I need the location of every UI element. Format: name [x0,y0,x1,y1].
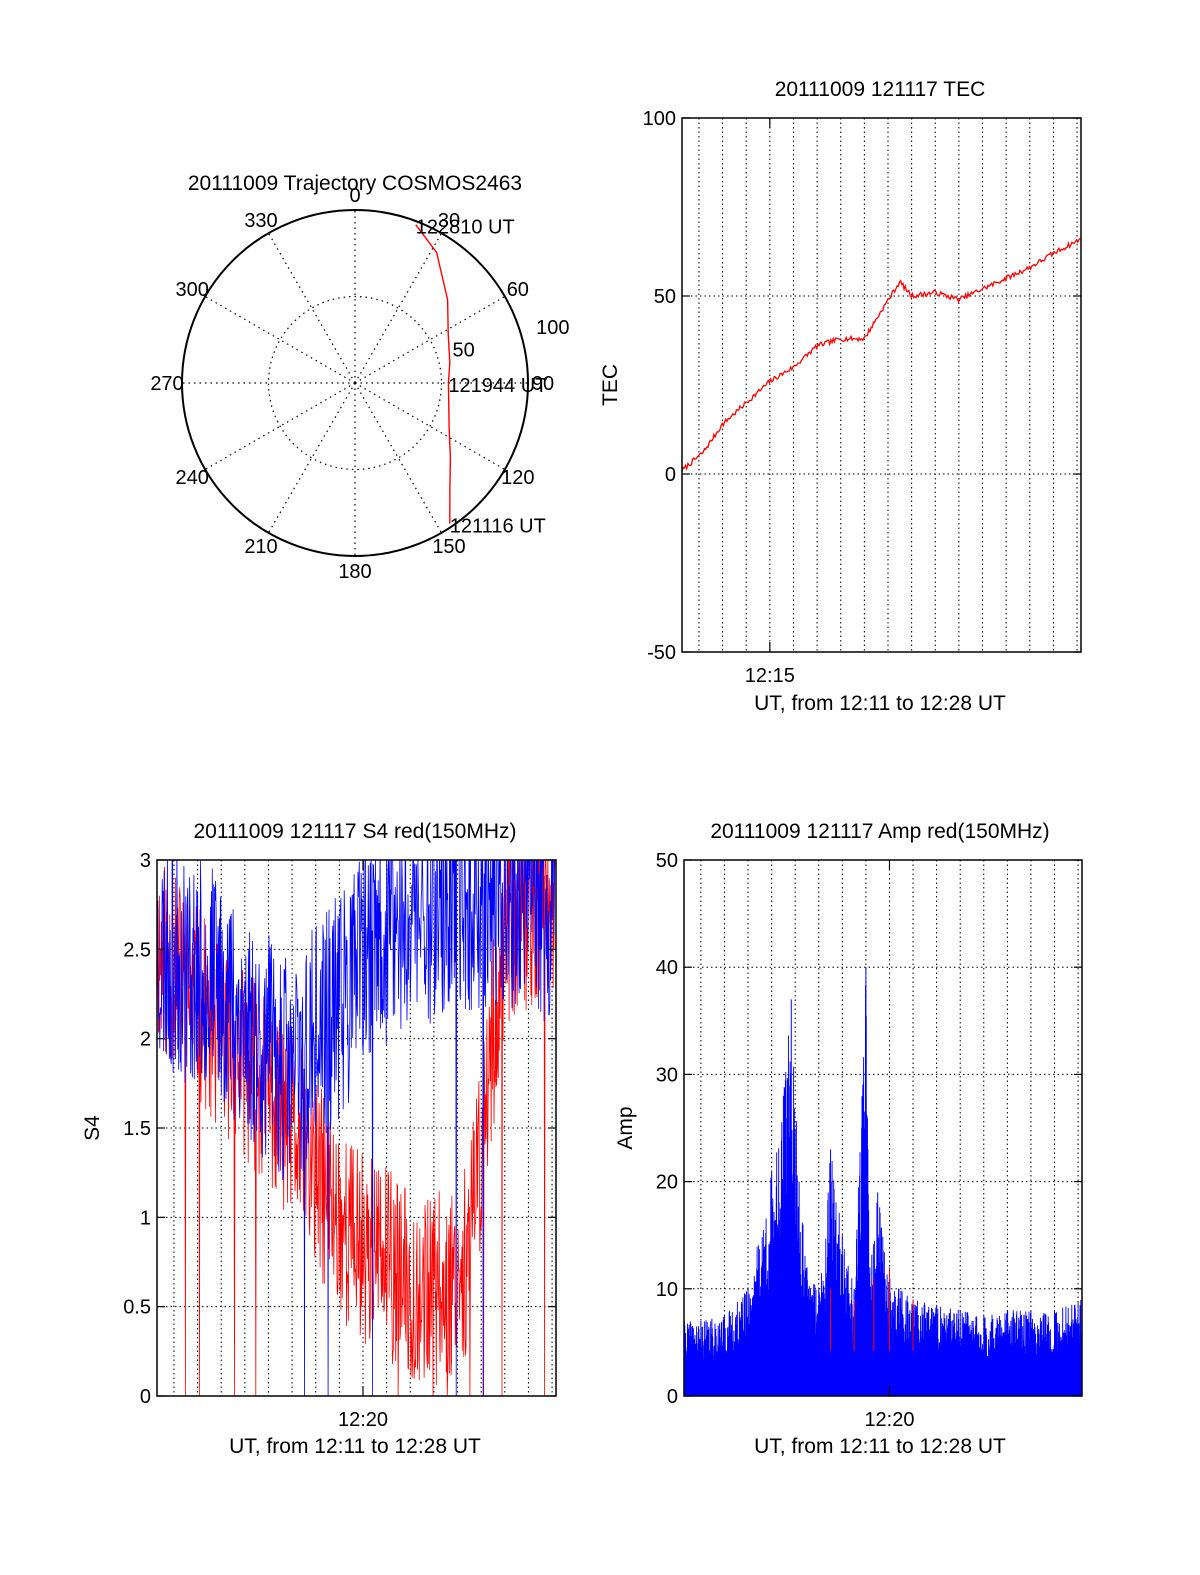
s4-xtick-label: 12:20 [338,1409,388,1431]
s4-ytick-label: 2 [140,1029,151,1051]
tec-title: 20111009 121117 TEC [775,78,986,101]
polar-angle-label: 0 [349,185,360,207]
polar-spoke [204,295,356,384]
s4-title: 20111009 121117 S4 red(150MHz) [194,820,517,843]
polar-angle-labels: 0 30 60 90 120 150 180 210 240 270 300 330 [150,185,554,583]
s4-series-group [157,860,556,1396]
s4-ytick-label: 1.5 [123,1118,151,1140]
s4-ylabel: S4 [81,1115,104,1141]
amp-title: 20111009 121117 Amp red(150MHz) [710,820,1049,843]
s4-ytick-label: 2.5 [123,939,151,961]
s4-plot-body: 0 0.5 1 1.5 2 2.5 3 12:20 [123,850,557,1431]
polar-spoke [354,295,506,384]
polar-grid [181,209,529,557]
amp-plot: 20111009 121117 Amp red(150MHz) Amp UT, … [614,820,1083,1458]
s4-plot: 20111009 121117 S4 red(150MHz) S4 UT, fr… [81,820,557,1458]
trajectory-time-label: 121116 UT [450,516,546,538]
polar-spoke [267,382,356,534]
tec-ytick-label: 50 [654,286,676,308]
trajectory-time-label: 122810 UT [416,217,515,239]
tec-plot-body: -50 0 50 100 12:15 [643,108,1082,687]
tec-xlabel: UT, from 12:11 to 12:28 UT [754,692,1006,715]
polar-angle-label: 330 [244,210,277,232]
polar-spoke [354,382,506,471]
polar-spoke [354,232,443,384]
polar-angle-label: 60 [507,279,529,301]
polar-angle-label: 240 [175,467,208,489]
polar-angle-label: 210 [244,536,277,558]
tec-line [681,237,1081,472]
polar-title: 20111009 Trajectory COSMOS2463 [188,172,522,195]
polar-angle-label: 90 [532,373,554,395]
polar-outer-circle [181,209,529,557]
polar-series [415,224,452,524]
polar-radial-label: 50 [453,340,475,362]
tec-xtick-label: 12:15 [745,665,795,687]
tec-ytick-label: -50 [647,642,676,664]
amp-ytick-label: 10 [656,1279,678,1301]
s4-blue-line [157,860,556,1396]
s4-ytick-label: 1 [140,1207,151,1229]
amp-axes-frame [683,859,1083,1397]
tec-axes-frame [681,117,1082,653]
amp-ytick-label: 0 [667,1386,678,1408]
polar-angle-label: 120 [501,467,534,489]
polar-angle-label: 180 [338,561,371,583]
polar-angle-label: 270 [150,373,183,395]
tec-ytick-label: 100 [643,108,676,130]
trajectory-line [415,224,452,524]
amp-xtick-label: 12:20 [864,1409,914,1431]
amp-xlabel: UT, from 12:11 to 12:28 UT [754,1435,1006,1458]
s4-xlabel: UT, from 12:11 to 12:28 UT [229,1435,481,1458]
polar-radial-labels: 50 100 [453,317,570,361]
polar-spoke [354,382,443,534]
polar-spoke [267,232,356,384]
polar-angle-label: 300 [175,279,208,301]
amp-ytick-label: 50 [656,850,678,872]
trajectory-time-label: 121944 UT [448,375,547,397]
polar-spoke [204,382,356,471]
amp-ytick-label: 20 [656,1172,678,1194]
polar-radial-label: 100 [536,317,569,339]
amp-ytick-label: 40 [656,957,678,979]
tec-plot: 20111009 121117 TEC TEC UT, from 12:11 t… [599,78,1082,715]
amp-ylabel: Amp [614,1106,637,1149]
polar-inner-circle [267,295,443,471]
tec-ytick-label: 0 [665,464,676,486]
s4-ytick-label: 0 [140,1386,151,1408]
polar-angle-label: 150 [432,536,465,558]
amp-ytick-label: 30 [656,1064,678,1086]
amp-plot-body: 0 10 20 30 40 50 12:20 [656,850,1083,1431]
tec-plot-area [682,118,1081,652]
polar-annotations: 122810 UT 121944 UT 121116 UT [416,217,548,538]
polar-angle-label: 30 [438,210,460,232]
tec-ylabel: TEC [599,364,622,406]
s4-ytick-label: 0.5 [123,1297,151,1319]
s4-ytick-label: 3 [140,850,151,872]
trajectory-polar-plot: 20111009 Trajectory COSMOS2463 030609012… [150,172,569,583]
